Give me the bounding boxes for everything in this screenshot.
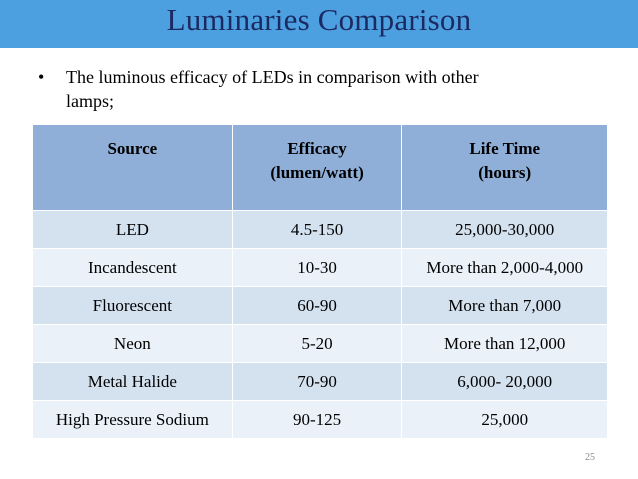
cell-life-time: More than 12,000 — [401, 324, 608, 363]
cell-source: LED — [32, 210, 233, 249]
cell-life-time: 25,000-30,000 — [401, 210, 608, 249]
table-header-row: Source Efficacy (lumen/watt) Life Time (… — [32, 124, 608, 211]
cell-source: Incandescent — [32, 248, 233, 287]
cell-efficacy: 90-125 — [231, 400, 403, 439]
table-row: Metal Halide 70-90 6,000- 20,000 — [32, 362, 608, 401]
header-life-time: Life Time (hours) — [401, 124, 608, 211]
cell-source: Neon — [32, 324, 233, 363]
cell-source: Metal Halide — [32, 362, 233, 401]
slide-title: Luminaries Comparison — [166, 2, 472, 37]
cell-efficacy: 5-20 — [231, 324, 403, 363]
cell-life-time: More than 7,000 — [401, 286, 608, 325]
table-row: Fluorescent 60-90 More than 7,000 — [32, 286, 608, 325]
bullet-icon: • — [38, 67, 45, 87]
cell-efficacy: 60-90 — [231, 286, 403, 325]
table-row: LED 4.5-150 25,000-30,000 — [32, 210, 608, 249]
cell-efficacy: 70-90 — [231, 362, 403, 401]
header-efficacy: Efficacy (lumen/watt) — [231, 124, 403, 211]
cell-efficacy: 10-30 — [231, 248, 403, 287]
cell-source: Fluorescent — [32, 286, 233, 325]
bullet-text-line2: lamps; — [66, 91, 114, 111]
cell-source: High Pressure Sodium — [32, 400, 233, 439]
cell-life-time: 25,000 — [401, 400, 608, 439]
bullet-text-line1: The luminous efficacy of LEDs in compari… — [66, 67, 479, 87]
comparison-table: Source Efficacy (lumen/watt) Life Time (… — [32, 124, 608, 439]
page-number: 25 — [585, 452, 595, 463]
table-row: Incandescent 10-30 More than 2,000-4,000 — [32, 248, 608, 287]
cell-life-time: 6,000- 20,000 — [401, 362, 608, 401]
table-row: High Pressure Sodium 90-125 25,000 — [32, 400, 608, 439]
cell-life-time: More than 2,000-4,000 — [401, 248, 608, 287]
table-row: Neon 5-20 More than 12,000 — [32, 324, 608, 363]
title-bar — [0, 0, 638, 48]
bullet-point: • The luminous efficacy of LEDs in compa… — [38, 65, 598, 113]
cell-efficacy: 4.5-150 — [231, 210, 403, 249]
header-source: Source — [32, 124, 233, 211]
